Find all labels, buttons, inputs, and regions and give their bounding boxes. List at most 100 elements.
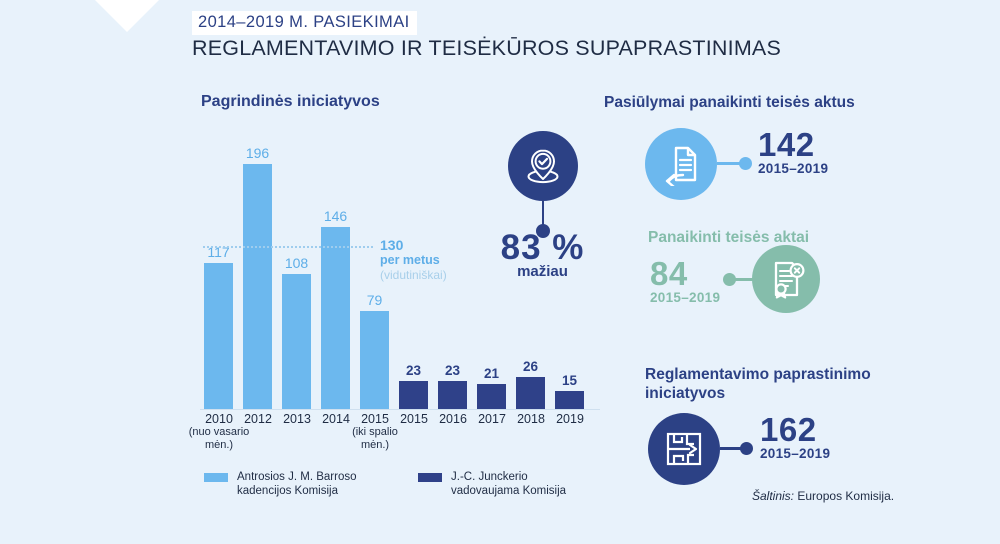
reduction-value: 83 %: [500, 228, 585, 267]
x-label-year: 2019: [556, 412, 584, 426]
card-connector-line: [720, 447, 746, 450]
chart-title: Pagrindinės iniciatyvos: [201, 93, 380, 110]
x-label-year: 2015: [361, 412, 389, 426]
bar-2010: 117: [204, 244, 233, 410]
bar-2015-juncker: 23: [399, 363, 428, 410]
x-label-year: 2013: [283, 412, 311, 426]
x-label-2018: 2018: [494, 413, 568, 426]
average-subcaption: (vidutiniškai): [380, 268, 447, 282]
card-value-84: 84: [650, 255, 688, 292]
card-connector-line: [734, 278, 760, 281]
x-label-2015-juncker: 2015: [377, 413, 451, 426]
eyebrow-label: 2014–2019 M. PASIEKIMAI: [192, 11, 417, 35]
x-label-year: 2015: [400, 412, 428, 426]
bar-value-label: 146: [323, 208, 348, 224]
bar-fill: [360, 311, 389, 410]
document-withdraw-icon: [645, 128, 717, 200]
x-label-sub: (nuo vasario mėn.): [188, 426, 250, 451]
x-label-2010: 2010 (nuo vasario mėn.): [182, 413, 256, 452]
legend-label: J.-C. Junckerio vadovaujama Komisija: [451, 470, 566, 498]
card-connector-dot: [739, 157, 752, 170]
card-connector-dot: [740, 442, 753, 455]
card-connector-dot: [723, 273, 736, 286]
card-value-162: 162: [760, 411, 817, 448]
bar-value-label: 108: [284, 255, 309, 271]
legend-label-line1: Antrosios J. M. Barroso: [237, 471, 357, 483]
x-label-year: 2010: [205, 412, 233, 426]
x-label-year: 2017: [478, 412, 506, 426]
x-label-year: 2014: [322, 412, 350, 426]
source-label: Šaltinis:: [752, 489, 795, 503]
page-title: REGLAMENTAVIMO IR TEISĖKŪROS SUPAPRASTIN…: [192, 36, 782, 60]
legend-label: Antrosios J. M. Barroso kadencijos Komis…: [237, 470, 357, 498]
average-annotation: 130 per metus (vidutiniškai): [380, 238, 490, 283]
card-connector-line: [717, 162, 745, 165]
legend-item-barroso: Antrosios J. M. Barroso kadencijos Komis…: [204, 470, 357, 498]
bar-2012: 196: [243, 145, 272, 410]
bar-fill: [243, 164, 272, 410]
bar-fill: [555, 391, 584, 410]
x-label-2015-barroso: 2015 (iki spalio mėn.): [338, 413, 412, 452]
source-value: Europos Komisija.: [797, 489, 895, 503]
bar-value-label: 26: [522, 359, 539, 374]
x-label-2012: 2012: [221, 413, 295, 426]
bar-2019: 15: [555, 373, 584, 410]
reduction-caption: mažiau: [517, 263, 568, 280]
bar-value-label: 117: [207, 244, 230, 260]
bar-chart-plot: 117 196 108 146 79 23 23 21: [200, 130, 600, 410]
card-years-162: 2015–2019: [760, 446, 831, 461]
maze-arrow-icon: [648, 413, 720, 485]
bar-value-label: 23: [405, 363, 422, 378]
bar-fill: [438, 381, 467, 410]
card-title-repealed-acts: Panaikinti teisės aktai: [648, 229, 810, 246]
x-label-2014: 2014: [299, 413, 373, 426]
legend-swatch-icon: [204, 473, 228, 482]
bar-value-label: 79: [366, 292, 383, 308]
x-label-year: 2018: [517, 412, 545, 426]
bar-2015-barroso: 79: [360, 292, 389, 410]
header-notch-triangle: [95, 0, 159, 32]
bar-value-label: 21: [483, 366, 500, 381]
bar-2016: 23: [438, 363, 467, 410]
bar-2014: 146: [321, 208, 350, 410]
legend-label-line2: kadencijos Komisija: [237, 485, 338, 497]
location-pin-check-icon: [508, 131, 578, 201]
average-reference-line: [203, 246, 373, 248]
bar-fill: [399, 381, 428, 410]
bar-fill: [477, 384, 506, 410]
badge-connector-dot: [536, 224, 550, 238]
card-years-84: 2015–2019: [650, 290, 721, 305]
x-label-2017: 2017: [455, 413, 529, 426]
legend-label-line2: vadovaujama Komisija: [451, 485, 567, 497]
average-caption: per metus: [380, 253, 440, 267]
x-label-2013: 2013: [260, 413, 334, 426]
x-label-sub: (iki spalio mėn.): [352, 426, 398, 451]
bar-2018: 26: [516, 359, 545, 410]
x-label-year: 2012: [244, 412, 272, 426]
chart-baseline-axis: [200, 409, 600, 410]
bar-value-label: 15: [561, 373, 578, 388]
badge-connector-line: [542, 201, 544, 226]
bar-fill: [321, 227, 350, 410]
x-label-2016: 2016: [416, 413, 490, 426]
card-value-142: 142: [758, 126, 815, 163]
bar-fill: [204, 263, 233, 410]
bar-fill: [282, 274, 311, 410]
bar-fill: [516, 377, 545, 410]
bar-2013: 108: [282, 255, 311, 410]
legend-item-juncker: J.-C. Junckerio vadovaujama Komisija: [418, 470, 566, 498]
certificate-repeal-icon: [752, 245, 820, 313]
bar-2017: 21: [477, 366, 506, 410]
reduction-badge: [508, 131, 578, 201]
x-label-2019: 2019: [533, 413, 607, 426]
legend-swatch-icon: [418, 473, 442, 482]
bar-value-label: 196: [245, 145, 270, 161]
card-years-142: 2015–2019: [758, 161, 829, 176]
average-value: 130: [380, 237, 404, 253]
bar-value-label: 23: [444, 363, 461, 378]
card-title-simplification-initiatives: Reglamentavimo paprastinimo iniciatyvos: [645, 366, 871, 402]
legend-label-line1: J.-C. Junckerio: [451, 471, 528, 483]
card-title-withdrawal-proposals: Pasiūlymai panaikinti teisės aktus: [604, 94, 855, 111]
x-label-year: 2016: [439, 412, 467, 426]
